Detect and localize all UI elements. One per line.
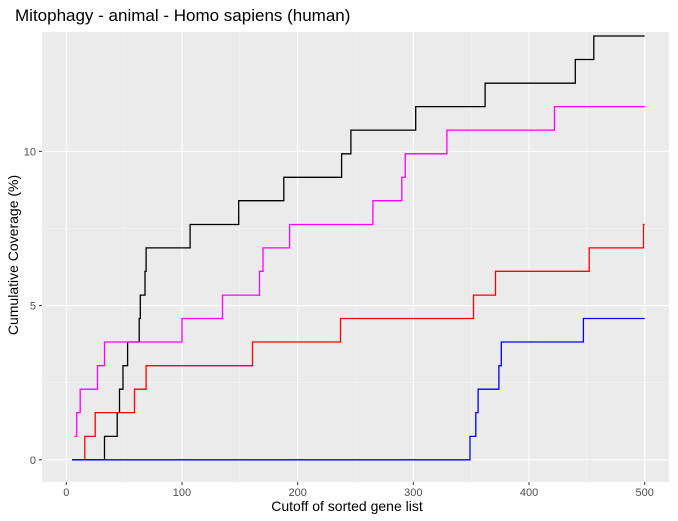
series-line-2	[74, 105, 645, 438]
y-axis-title: Cumulative Coverage (%)	[5, 175, 21, 335]
x-tick-label: 500	[636, 487, 654, 499]
x-tick-label: 400	[520, 487, 538, 499]
x-tick-label: 0	[63, 487, 69, 499]
x-tick-label: 300	[404, 487, 422, 499]
series-layer	[72, 35, 645, 461]
x-tick-label: 200	[288, 487, 306, 499]
x-axis-title: Cutoff of sorted gene list	[271, 498, 423, 514]
series-line-1	[72, 35, 645, 461]
x-axis: 0 100 200 300 400 500	[63, 482, 654, 499]
y-tick-label: 10	[24, 146, 36, 158]
series-line-4	[72, 317, 645, 461]
y-axis: 0 5 10	[24, 146, 42, 467]
x-tick-label: 100	[173, 487, 191, 499]
y-tick-label: 5	[30, 301, 36, 313]
y-tick-label: 0	[30, 455, 36, 467]
chart-title: Mitophagy - animal - Homo sapiens (human…	[15, 6, 350, 25]
series-line-3	[83, 223, 645, 461]
